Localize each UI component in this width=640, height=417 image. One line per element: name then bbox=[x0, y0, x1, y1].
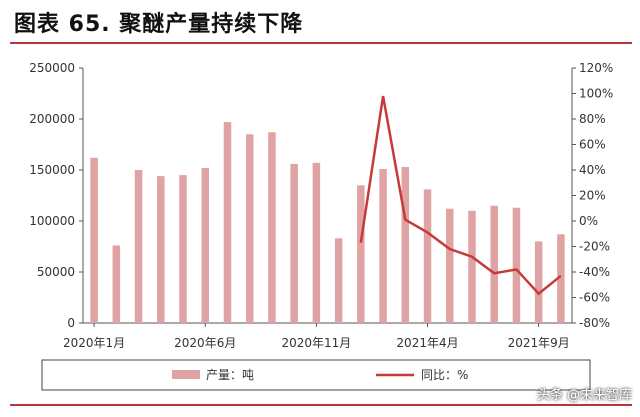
right-axis-tick-label: -20% bbox=[579, 240, 610, 254]
legend-bar-label: 产量：吨 bbox=[206, 368, 254, 382]
legend-line-label: 同比：% bbox=[421, 368, 468, 382]
left-axis-tick-label: 250000 bbox=[29, 61, 75, 75]
bar bbox=[312, 162, 321, 323]
bar bbox=[134, 170, 143, 323]
bar bbox=[468, 210, 476, 323]
left-axis-tick-label: 200000 bbox=[29, 112, 75, 126]
right-axis-tick-label: -60% bbox=[579, 291, 610, 305]
bar bbox=[357, 185, 365, 323]
watermark: 头条 @未来智库 bbox=[536, 388, 632, 403]
line-series bbox=[359, 95, 562, 296]
title-rule bbox=[10, 42, 632, 44]
bar bbox=[179, 175, 187, 323]
right-axis-tick-label: -40% bbox=[579, 265, 610, 279]
bar-series bbox=[90, 122, 565, 323]
bar bbox=[201, 167, 209, 323]
legend-bar-swatch bbox=[172, 370, 200, 379]
x-axis-tick-label: 2020年11月 bbox=[281, 336, 351, 350]
bar bbox=[379, 168, 387, 323]
bar bbox=[90, 157, 98, 323]
bar bbox=[245, 134, 254, 323]
yoy-line bbox=[359, 95, 562, 296]
bar bbox=[512, 207, 521, 323]
x-axis-tick-label: 2020年6月 bbox=[174, 336, 236, 350]
bar bbox=[423, 189, 432, 323]
right-axis-tick-label: 80% bbox=[579, 112, 606, 126]
bar bbox=[490, 205, 498, 323]
bar bbox=[157, 176, 165, 323]
right-axis-tick-label: 20% bbox=[579, 189, 606, 203]
bar bbox=[401, 166, 410, 323]
right-axis-tick-label: 60% bbox=[579, 138, 606, 152]
right-axis-tick-label: 0% bbox=[579, 214, 598, 228]
legend: 产量：吨 同比：% bbox=[41, 359, 591, 391]
bar bbox=[534, 241, 543, 323]
x-axis-tick-label: 2020年1月 bbox=[63, 336, 125, 350]
left-axis-tick-label: 50000 bbox=[37, 265, 75, 279]
axes: 0 50000 100000 150000 200000 250000 -80% -60% -4… bbox=[29, 61, 613, 350]
right-axis-tick-label: 100% bbox=[579, 87, 613, 101]
right-axis-tick-label: -80% bbox=[579, 316, 610, 330]
bar bbox=[557, 234, 565, 323]
bar bbox=[223, 122, 232, 323]
bar bbox=[290, 163, 298, 323]
right-axis-tick-label: 40% bbox=[579, 163, 606, 177]
left-axis-tick-label: 0 bbox=[67, 316, 75, 330]
legend-box bbox=[41, 359, 591, 391]
x-axis-tick-label: 2021年4月 bbox=[396, 336, 458, 350]
right-axis-tick-label: 120% bbox=[579, 61, 613, 75]
bottom-rule bbox=[10, 404, 632, 406]
chart-title: 图表 65. 聚醚产量持续下降 bbox=[14, 12, 304, 37]
x-axis-tick-label: 2021年9月 bbox=[508, 336, 570, 350]
left-axis-tick-label: 150000 bbox=[29, 163, 75, 177]
bar bbox=[446, 208, 454, 323]
bar bbox=[334, 238, 343, 323]
bar bbox=[268, 132, 276, 323]
left-axis-tick-label: 100000 bbox=[29, 214, 75, 228]
bar bbox=[112, 245, 121, 323]
